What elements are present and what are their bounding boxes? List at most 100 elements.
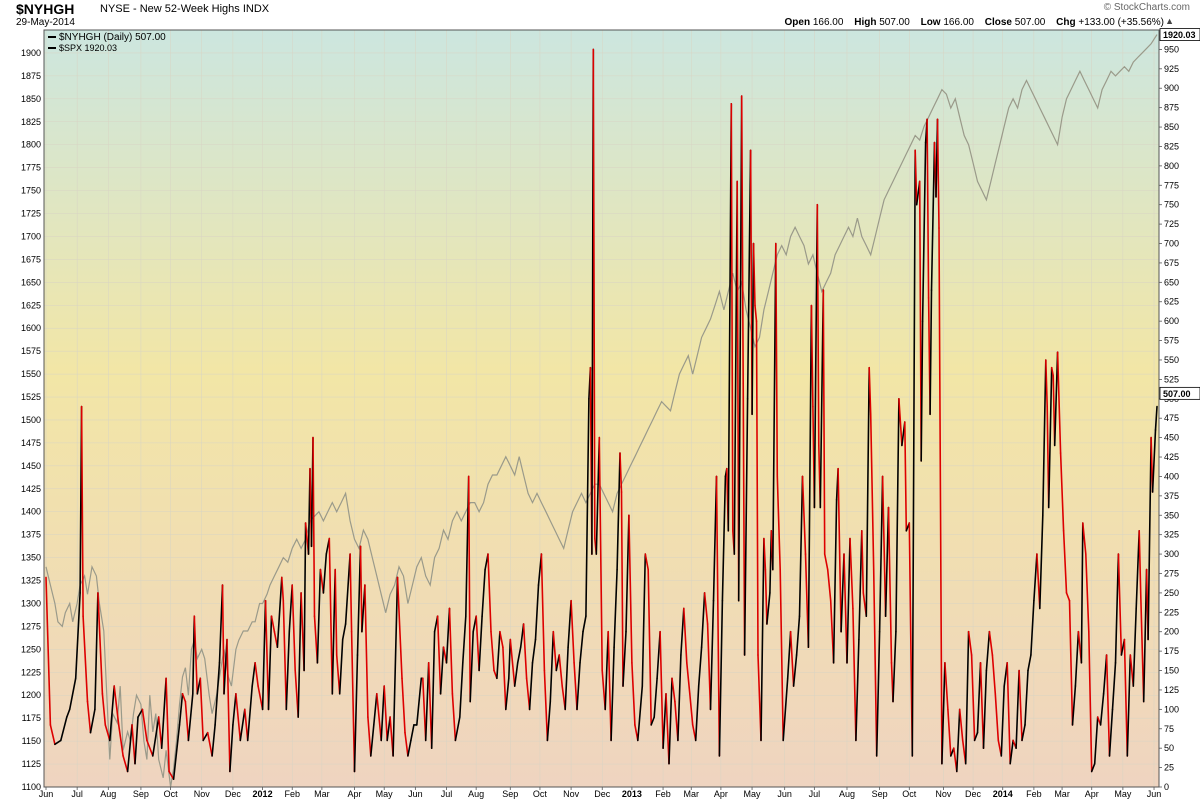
nyhgh-segment (430, 630, 436, 750)
legend-nyhgh: $NYHGH (Daily) 507.00 (59, 32, 166, 43)
nyhgh-segment (178, 692, 184, 726)
nyhgh-segment (181, 692, 187, 703)
nyhgh-segment (631, 661, 636, 726)
right-axis: 0 25 50 75 100 125 150 175 200 225 250 275 300 325 350… (1159, 44, 1179, 792)
nyhgh-segment (849, 537, 854, 610)
nyhgh-segment (801, 475, 807, 555)
nyhgh-segment (721, 475, 727, 602)
nyhgh-segment (662, 692, 667, 750)
nyhgh-segment (1093, 716, 1099, 765)
nyhgh-segment (936, 118, 940, 229)
nyhgh-segment (869, 413, 875, 571)
nyhgh-segment (881, 475, 887, 618)
nyhgh-segment (375, 692, 383, 742)
x-tick-label: May (1114, 789, 1132, 799)
nyhgh-segment (598, 436, 604, 672)
nyhgh-segment (1114, 553, 1120, 664)
right-tick-label: 125 (1164, 685, 1179, 695)
nyhgh-segment (427, 661, 433, 750)
x-tick-label: Jul (71, 789, 83, 799)
nyhgh-segment (101, 692, 107, 726)
right-tick-label: 475 (1164, 413, 1179, 423)
nyhgh-segment (868, 366, 872, 416)
left-tick-label: 1875 (21, 71, 41, 81)
nyhgh-segment (211, 724, 216, 757)
x-tick-label: Apr (714, 789, 728, 799)
nyhgh-segment (774, 242, 779, 478)
nyhgh-segment (396, 576, 403, 680)
nyhgh-segment (573, 661, 578, 711)
right-tick-label: 100 (1164, 704, 1179, 714)
nyhgh-segment (74, 592, 81, 680)
nyhgh-segment (1033, 553, 1038, 602)
nyhgh-segment (763, 537, 767, 571)
nyhgh-segment (261, 599, 267, 711)
right-tick-label: 925 (1164, 64, 1179, 74)
right-tick-label: 775 (1164, 180, 1179, 190)
nyhgh-segment (703, 592, 709, 625)
nyhgh-segment (59, 716, 68, 742)
x-tick-label: Mar (1054, 789, 1070, 799)
nyhgh-segment (755, 320, 759, 656)
nyhgh-segment (823, 553, 829, 571)
left-tick-label: 1575 (21, 346, 41, 356)
nyhgh-segment (267, 615, 273, 711)
collapse-arrow-icon[interactable]: ▲ (1165, 16, 1174, 26)
nyhgh-segment (335, 654, 341, 695)
nyhgh-segment (372, 692, 378, 726)
nyhgh-segment (887, 506, 893, 664)
nyhgh-segment (80, 405, 84, 618)
x-tick-label: May (744, 789, 762, 799)
nyhgh-segment (146, 739, 154, 757)
left-tick-label: 1600 (21, 323, 41, 333)
x-tick-label: 2014 (993, 789, 1013, 799)
nyhgh-segment (585, 397, 590, 618)
nyhgh-segment (193, 615, 199, 695)
nyhgh-segment (677, 654, 682, 742)
nyhgh-segment (930, 141, 936, 291)
nyhgh-segment (285, 630, 291, 711)
left-tick-label: 1750 (21, 186, 41, 196)
nyhgh-segment (898, 397, 903, 447)
nyhgh-segment (852, 607, 857, 742)
nyhgh-segment (202, 731, 209, 742)
nyhgh-segment (467, 475, 472, 703)
x-tick-label: Dec (965, 789, 982, 799)
x-tick-label: Mar (314, 789, 330, 799)
high-value: 507.00 (879, 17, 910, 28)
right-tick-label: 600 (1164, 316, 1179, 326)
nyhgh-segment (424, 661, 430, 742)
left-tick-label: 1250 (21, 644, 41, 654)
nyhgh-segment (439, 646, 445, 695)
nyhgh-segment (322, 553, 328, 594)
chart-symbol: $NYHGH (16, 1, 75, 17)
nyhgh-segment (1053, 351, 1059, 447)
nyhgh-segment (126, 724, 133, 773)
chart-description: NYSE - New 52-Week Highs INDX (100, 3, 270, 15)
stockcharts-credit: © StockCharts.com (1103, 2, 1190, 13)
nyhgh-segment (415, 677, 423, 726)
nyhgh-segment (938, 227, 943, 765)
right-tick-label: 625 (1164, 297, 1179, 307)
x-tick-label: Jul (441, 789, 453, 799)
nyhgh-segment (926, 118, 930, 299)
nyhgh-segment (235, 692, 242, 742)
left-tick-label: 1375 (21, 530, 41, 540)
nyhgh-segment (270, 615, 276, 633)
x-tick-label: Sep (872, 789, 888, 799)
nyhgh-segment (837, 467, 842, 633)
nyhgh-segment (944, 661, 949, 711)
nyhgh-segment (976, 661, 982, 734)
nyhgh-segment (920, 320, 924, 462)
nyhgh-segment (264, 599, 270, 711)
nyhgh-segment (543, 669, 549, 742)
nyhgh-segment (688, 692, 694, 726)
left-tick-label: 1800 (21, 140, 41, 150)
left-tick-label: 1550 (21, 369, 41, 379)
nyhgh-segment (401, 677, 406, 734)
nyhgh-segment (1126, 654, 1132, 757)
nyhgh-segment (239, 708, 246, 742)
left-tick-label: 1150 (22, 736, 41, 746)
nyhgh-segment (54, 739, 62, 746)
nyhgh-segment (199, 677, 204, 742)
